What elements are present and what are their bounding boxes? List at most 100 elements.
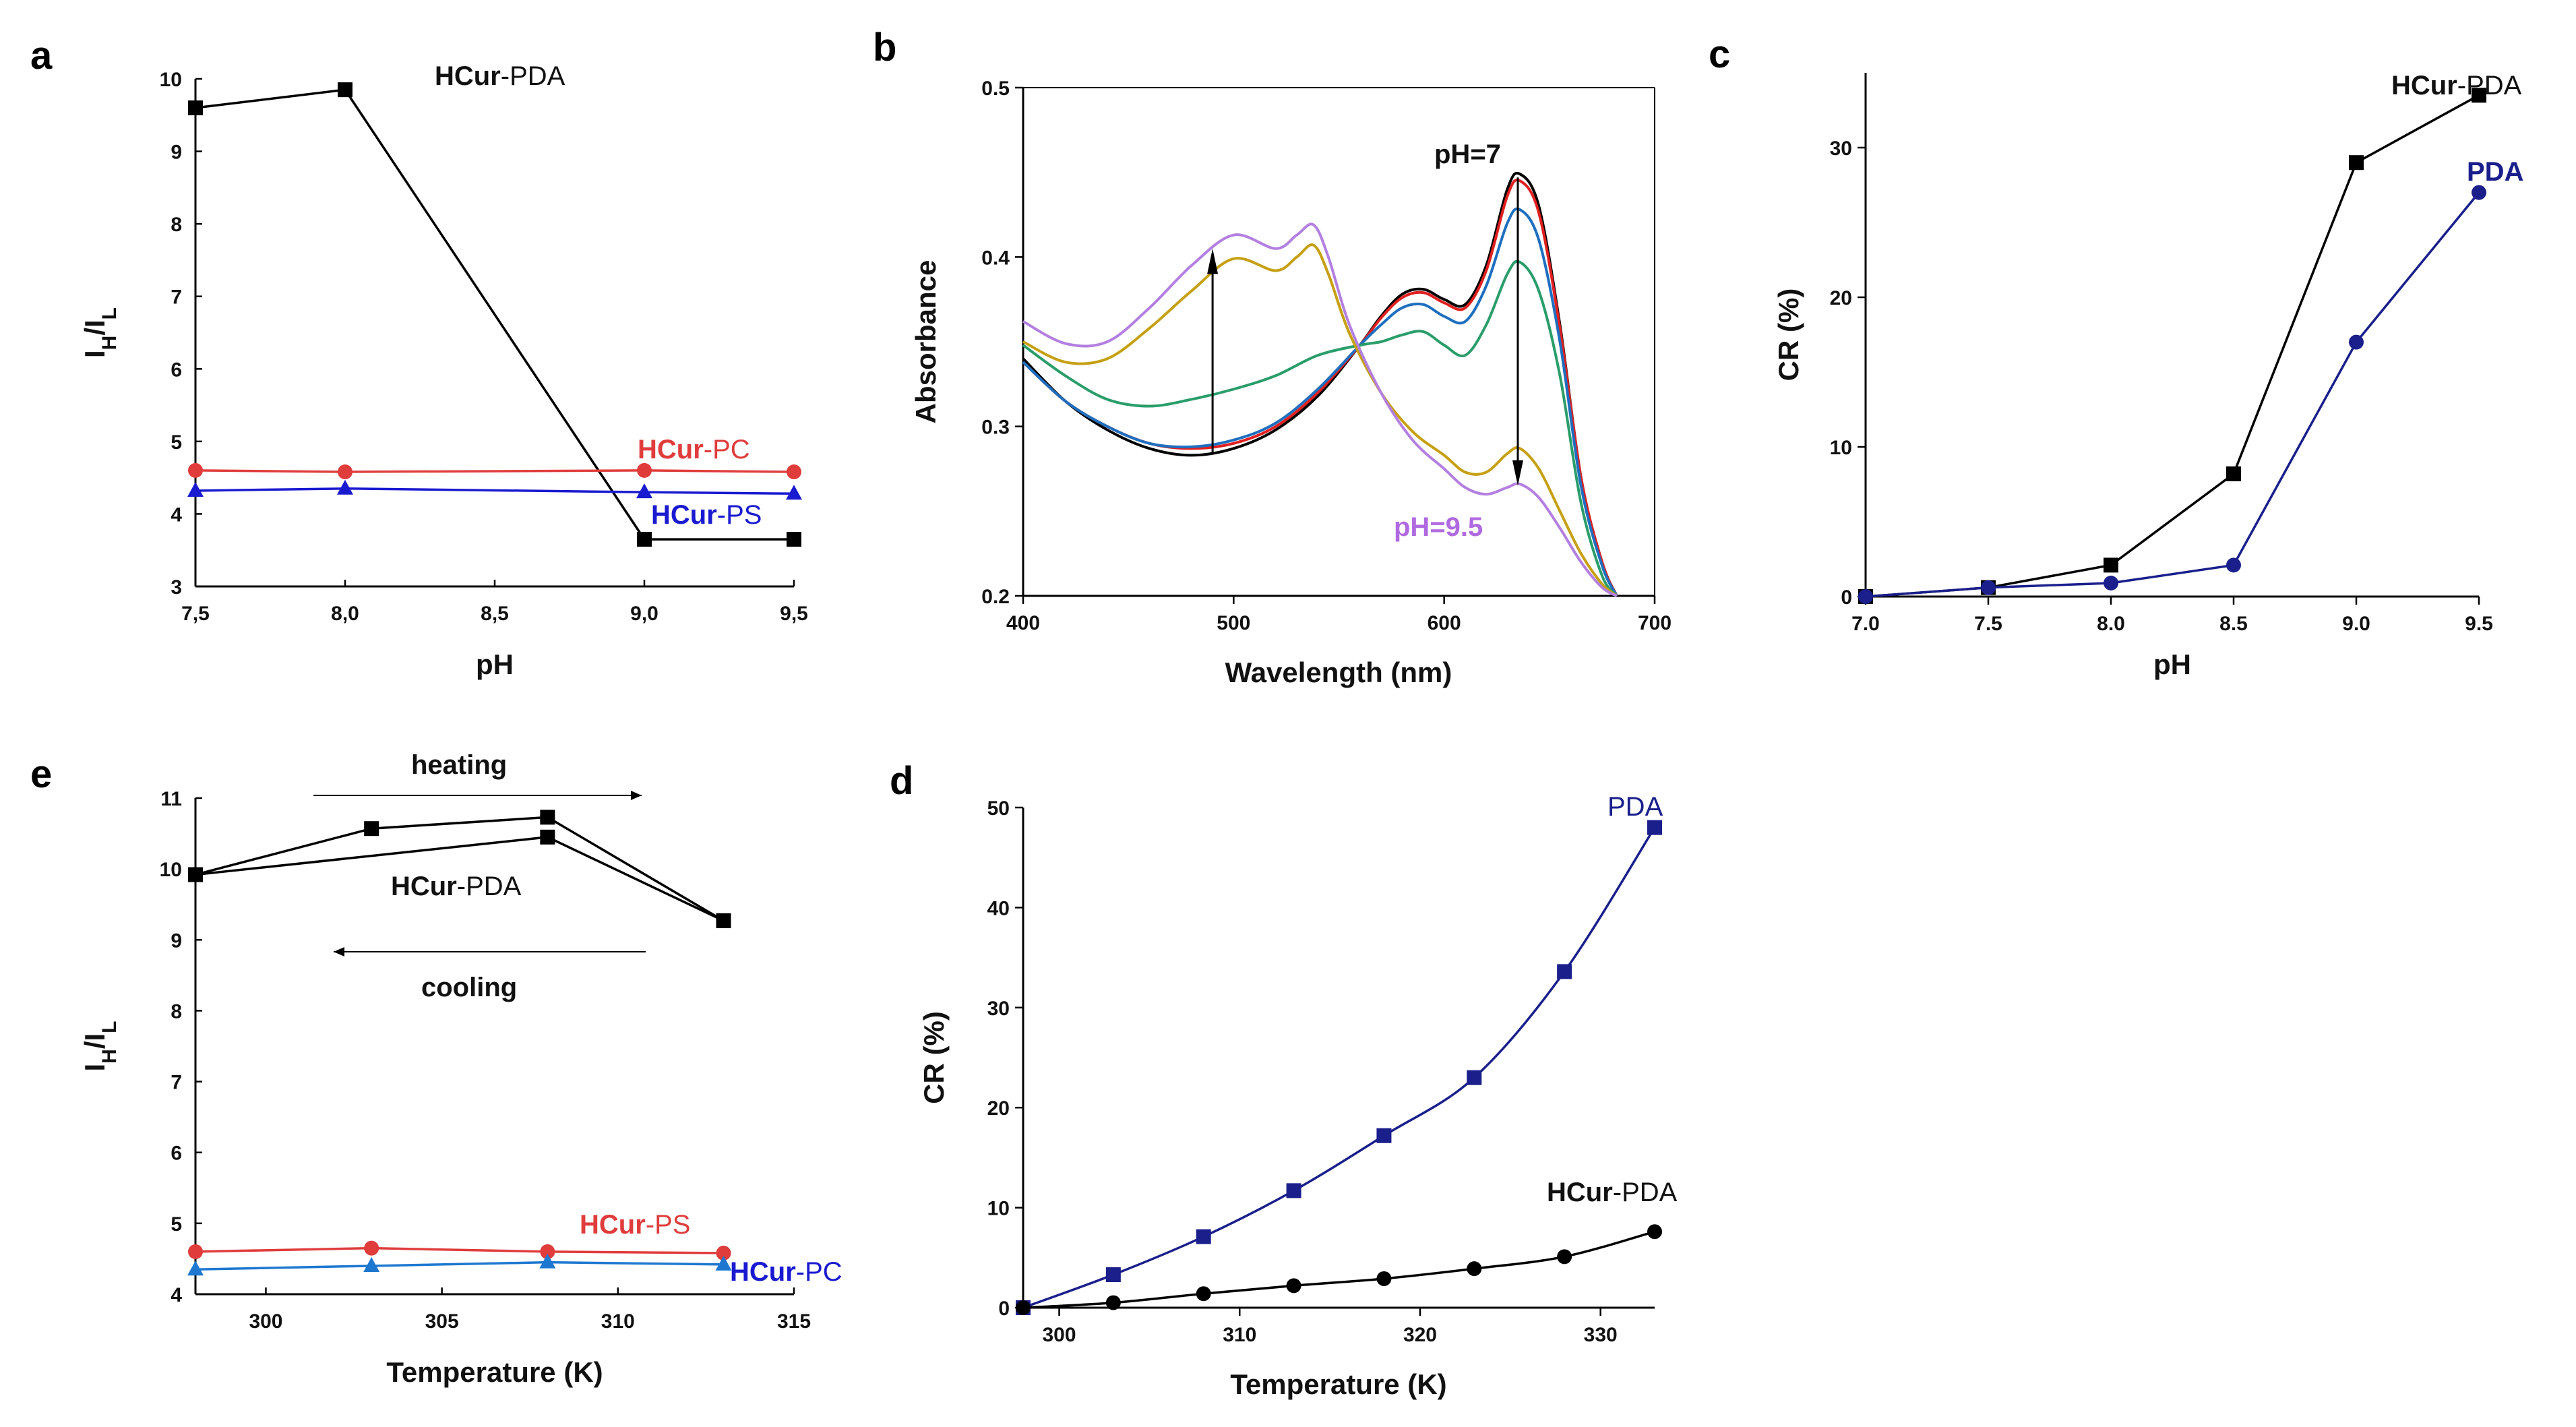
x-axis-title: Temperature (K) (386, 1356, 603, 1388)
b-label-ph95: pH=9.5 (1394, 512, 1483, 542)
y-axis-title-part: I (79, 320, 111, 328)
series-line-ph-9-5 (1022, 222, 1618, 597)
y-axis-title-sub: L (98, 1021, 121, 1033)
y-tick-label: 0.5 (981, 78, 1010, 100)
y-axis-title-part: I (79, 1064, 111, 1072)
panel-label-e: e (30, 752, 52, 796)
a-label-hcur-pc: HCur-PC (638, 435, 750, 464)
y-tick-label: 0.3 (981, 417, 1010, 439)
chart-panel-b: 400 500 600 700 0.2 0.3 0.4 0.5 Wavelength (nm) A… (910, 78, 1672, 688)
data-point-pda (1981, 580, 1996, 595)
y-tick-label: 10 (1830, 437, 1852, 459)
b-decrease-arrow-head (1512, 460, 1523, 486)
data-point-pda (2104, 576, 2118, 591)
e-label-hcur-ps-bold: HCur (580, 1210, 646, 1240)
data-point-pda (1376, 1128, 1392, 1143)
x-axis-title: Wavelength (nm) (1225, 657, 1452, 688)
series-line-hcur-pc (195, 1261, 724, 1271)
x-tick-label: 300 (249, 1310, 282, 1333)
series-line-hcur-ps (195, 487, 795, 495)
e-label-hcur-pda-rest: -PDA (457, 872, 522, 901)
x-tick-label: 300 (1043, 1324, 1076, 1346)
data-point-hcur-ps (540, 1244, 555, 1259)
a-label-hcur-pc-bold: HCur (638, 435, 704, 464)
data-point-pda (2349, 334, 2364, 350)
b-label-ph7: pH=7 (1434, 140, 1501, 169)
y-tick-label: 0 (998, 1298, 1010, 1320)
y-axis-title: IH/IL (79, 307, 121, 358)
e-cooling-arrow-head (334, 947, 344, 957)
data-point-hcur-pda (2104, 557, 2118, 573)
x-tick-label: 7.5 (1974, 613, 2002, 635)
c-label-pda: PDA (2467, 157, 2523, 187)
data-point-hcur-pda (1286, 1278, 1301, 1294)
y-axis-title-part: I (79, 350, 111, 358)
a-label-hcur-pc-rest: -PC (704, 435, 750, 464)
y-tick-label: 8 (171, 1000, 182, 1023)
chart-panel-d: 300 310 320 330 0 10 20 30 40 50 Temperature (K) CR… (918, 797, 1662, 1400)
y-axis-title-part: I (79, 1033, 111, 1041)
c-label-hcur-pda-rest: -PDA (2457, 71, 2522, 100)
y-axis-title: Absorbance (910, 260, 942, 424)
d-label-hcur-pda: HCur-PDA (1547, 1178, 1678, 1207)
y-tick-label: 9 (171, 930, 182, 952)
y-axis-title-sub: H (98, 1049, 121, 1064)
chart-panel-e: 300 305 310 315 4 5 6 7 8 9 10 11 Temperature (K) IH/… (79, 788, 811, 1388)
y-axis-title: CR (%) (918, 1011, 950, 1104)
x-tick-label: 9,0 (630, 603, 658, 625)
x-tick-label: 500 (1217, 612, 1250, 634)
data-point-hcur-ps (337, 479, 353, 495)
data-point-hcur-pda-cooling (188, 867, 203, 882)
x-tick-label: 8,5 (481, 603, 509, 625)
a-label-hcur-ps: HCur-PS (651, 500, 762, 530)
data-point-hcur-pda (2226, 466, 2241, 481)
data-point-hcur-ps (187, 482, 204, 497)
data-point-hcur-pc (539, 1253, 556, 1269)
y-tick-label: 50 (987, 797, 1010, 820)
x-tick-label: 320 (1403, 1324, 1437, 1346)
y-tick-label: 7 (171, 1072, 182, 1094)
e-label-hcur-ps-rest: -PS (646, 1210, 691, 1240)
series-line-ph-8 (1022, 207, 1618, 597)
data-point-pda (1557, 964, 1572, 979)
y-tick-label: 3 (171, 576, 182, 599)
data-point-hcur-pda (2472, 88, 2486, 103)
x-tick-label: 9.5 (2465, 613, 2493, 635)
e-heating-arrow-head (631, 791, 642, 800)
y-tick-label: 8 (171, 214, 182, 236)
y-tick-label: 5 (171, 431, 182, 454)
data-point-hcur-pda (1196, 1286, 1211, 1302)
data-point-hcur-ps (364, 1240, 379, 1256)
data-point-hcur-pda-heating (364, 821, 379, 837)
x-axis-title: pH (2153, 648, 2191, 680)
y-tick-label: 4 (171, 504, 182, 526)
data-point-pda (2472, 185, 2486, 200)
data-point-pda (1196, 1229, 1211, 1244)
e-label-hcur-pc-bold: HCur (730, 1257, 796, 1287)
d-label-pda: PDA (1607, 792, 1663, 822)
x-tick-label: 9.0 (2342, 613, 2370, 635)
y-tick-label: 10 (160, 859, 182, 881)
data-point-pda (1467, 1070, 1482, 1085)
e-label-hcur-pda: HCur-PDA (391, 872, 522, 901)
data-point-hcur-ps (716, 1246, 731, 1261)
data-point-hcur-pda-cooling (540, 829, 555, 845)
panel-label-d: d (890, 759, 913, 803)
data-point-hcur-pda (1467, 1261, 1482, 1277)
series-line-ph-9 (1022, 243, 1618, 597)
data-point-hcur-pda (2349, 155, 2364, 171)
series-line-hcur-pc (195, 469, 795, 473)
data-point-pda (1647, 820, 1662, 835)
y-axis-title-sep: / (79, 1041, 111, 1049)
y-tick-label: 10 (987, 1198, 1010, 1220)
e-label-cooling: cooling (421, 973, 517, 1002)
y-tick-label: 0.2 (981, 586, 1010, 608)
data-point-hcur-pc (637, 462, 652, 478)
y-tick-label: 0 (1841, 586, 1852, 609)
series-line-pda (1865, 191, 2480, 598)
data-point-pda (1858, 589, 1873, 604)
panel-label-c: c (1709, 32, 1730, 76)
x-tick-label: 8,0 (331, 603, 359, 625)
y-tick-label: 11 (160, 788, 182, 810)
